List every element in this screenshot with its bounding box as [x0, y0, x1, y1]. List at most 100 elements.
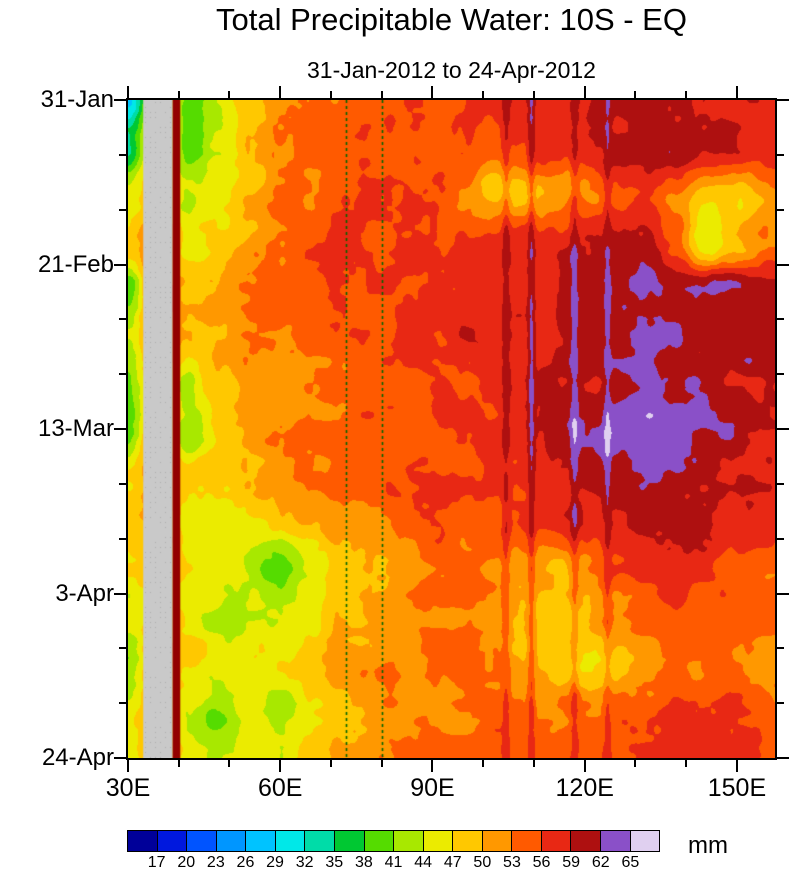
axis-tick — [777, 208, 784, 211]
axis-tick — [329, 760, 332, 767]
colorbar-segment — [601, 831, 631, 851]
colorbar-segment — [482, 831, 513, 851]
axis-tick — [228, 91, 231, 98]
axis-tick — [583, 86, 586, 98]
colorbar-tick-label: 17 — [147, 854, 166, 871]
colorbar-tick-label: 38 — [354, 854, 373, 871]
axis-tick — [279, 760, 282, 772]
axis-tick — [119, 647, 126, 650]
colorbar-segment — [216, 831, 247, 851]
colorbar-tick-label: 65 — [621, 854, 640, 871]
axis-tick — [685, 91, 688, 98]
x-tick-label: 120E — [555, 774, 614, 802]
heatmap-canvas — [128, 100, 775, 758]
axis-tick — [380, 760, 383, 767]
axis-tick — [431, 86, 434, 98]
colorbar-segment — [275, 831, 306, 851]
x-tick-label: 90E — [410, 774, 455, 802]
colorbar-segment — [541, 831, 572, 851]
axis-tick — [329, 91, 332, 98]
colorbar-tick-label: 59 — [562, 854, 581, 871]
y-tick-label: 21-Feb — [37, 250, 114, 278]
colorbar-segment — [394, 831, 424, 851]
y-tick-label: 3-Apr — [55, 579, 114, 607]
colorbar-tick-label: 32 — [295, 854, 314, 871]
axis-tick — [119, 153, 126, 156]
x-tick-label: 150E — [707, 774, 767, 802]
axis-tick — [777, 428, 789, 430]
axis-tick — [735, 760, 738, 772]
x-tick-label: 30E — [105, 774, 151, 802]
axis-tick — [114, 592, 126, 595]
figure-subtitle: 31-Jan-2012 to 24-Apr-2012 — [307, 57, 596, 83]
axis-tick — [777, 373, 784, 376]
colorbar-unit-label: mm — [688, 832, 728, 859]
axis-tick — [532, 91, 535, 98]
axis-tick — [127, 760, 129, 772]
colorbar-tick-label: 62 — [591, 854, 610, 871]
axis-tick — [777, 592, 789, 595]
axis-tick — [777, 482, 784, 485]
colorbar-segment — [423, 831, 454, 851]
axis-tick — [685, 760, 688, 767]
axis-tick — [777, 702, 784, 705]
axis-tick — [777, 99, 789, 101]
axis-tick — [735, 86, 738, 98]
y-tick-label: 24-Apr — [41, 744, 114, 771]
axis-tick — [119, 318, 126, 321]
axis-tick — [114, 757, 126, 759]
colorbar-tick-label: 47 — [443, 854, 462, 871]
axis-tick — [777, 153, 784, 156]
colorbar-segment — [157, 831, 188, 851]
colorbar-segment — [128, 831, 158, 851]
colorbar-tick-label: 29 — [266, 854, 284, 871]
colorbar-tick-label: 20 — [177, 854, 196, 871]
colorbar-segment — [305, 831, 335, 851]
colorbar-segment — [453, 831, 483, 851]
axis-tick — [482, 91, 485, 98]
axis-tick — [431, 760, 434, 772]
axis-tick — [279, 86, 282, 98]
axis-tick — [177, 91, 180, 98]
colorbar-tick-label: 44 — [414, 854, 433, 871]
colorbar — [127, 830, 660, 852]
axis-tick — [482, 760, 485, 767]
colorbar-tick-label: 35 — [325, 854, 344, 871]
colorbar-tick-label: 50 — [473, 854, 492, 871]
figure-title: Total Precipitable Water: 10S - EQ — [216, 2, 687, 37]
axis-tick — [380, 91, 383, 98]
colorbar-tick-label: 26 — [236, 854, 255, 871]
axis-tick — [532, 760, 535, 767]
axis-tick — [583, 760, 586, 772]
axis-tick — [777, 318, 784, 321]
colorbar-segment — [334, 831, 365, 851]
axis-tick — [228, 760, 231, 767]
colorbar-segment — [187, 831, 217, 851]
y-tick-label: 13-Mar — [37, 415, 114, 442]
axis-tick — [177, 760, 180, 767]
axis-tick — [114, 263, 126, 266]
axis-tick — [634, 760, 637, 767]
axis-tick — [777, 647, 784, 650]
axis-tick — [119, 702, 126, 705]
colorbar-tick-label: 23 — [206, 854, 225, 871]
axis-tick — [777, 263, 789, 266]
colorbar-segment — [571, 831, 601, 851]
x-tick-label: 60E — [257, 774, 303, 802]
axis-tick — [114, 428, 126, 430]
colorbar-segment — [630, 831, 660, 851]
colorbar-tick-label: 56 — [532, 854, 551, 871]
axis-tick — [777, 537, 784, 540]
axis-tick — [119, 208, 126, 211]
axis-tick — [114, 99, 126, 101]
colorbar-tick-label: 41 — [384, 854, 403, 871]
axis-tick — [777, 757, 789, 759]
colorbar-tick-label: 53 — [503, 854, 521, 871]
y-tick-label: 31-Jan — [40, 86, 114, 113]
axis-tick — [127, 86, 129, 98]
colorbar-segment — [364, 831, 395, 851]
axis-tick — [119, 373, 126, 376]
axis-tick — [119, 482, 126, 485]
axis-tick — [634, 91, 637, 98]
